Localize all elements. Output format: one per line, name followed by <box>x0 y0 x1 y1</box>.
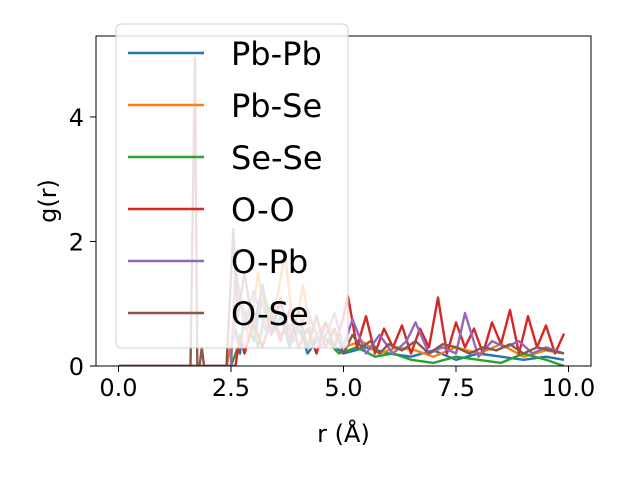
x-tick-label: 5.0 <box>324 374 362 402</box>
y-tick-label: 0 <box>69 353 84 381</box>
y-axis-label: g(r) <box>34 179 62 223</box>
x-tick-label: 7.5 <box>437 374 475 402</box>
x-tick-label: 0.0 <box>99 374 137 402</box>
legend-entry-label: Se-Se <box>231 139 323 177</box>
y-tick-label: 4 <box>69 104 84 132</box>
legend-entry-label: Pb-Pb <box>231 35 322 73</box>
axes-layer: 0.0 2.5 5.0 7.5 10.0 0 2 4 r (Å) g(r) <box>34 35 595 448</box>
x-tick-label: 10.0 <box>542 374 595 402</box>
legend: Pb-Pb Pb-Se Se-Se O-O O-Pb O-Se <box>115 23 349 349</box>
x-tick-label: 2.5 <box>212 374 250 402</box>
legend-entry-label: Pb-Se <box>231 87 322 125</box>
y-tick-label: 2 <box>69 228 84 256</box>
legend-entry-label: O-Se <box>231 295 309 333</box>
legend-entry-label: O-Pb <box>231 243 308 281</box>
x-axis-label: r (Å) <box>317 419 370 448</box>
legend-entry-label: O-O <box>231 191 295 229</box>
